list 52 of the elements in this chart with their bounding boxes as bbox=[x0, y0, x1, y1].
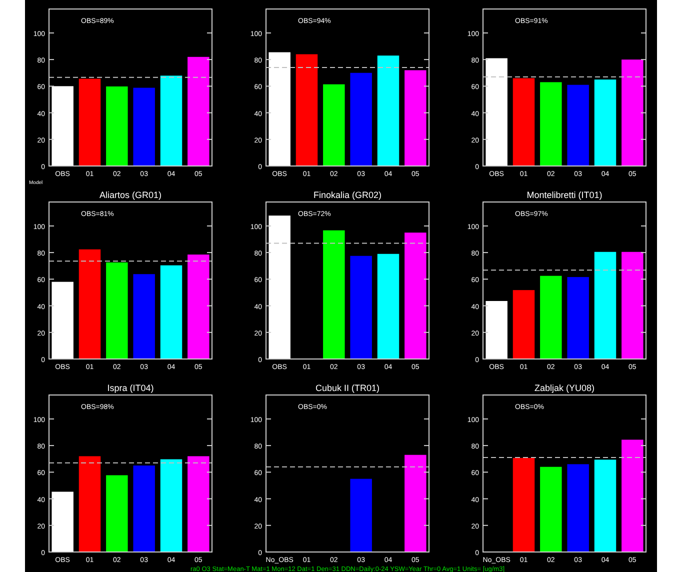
bar bbox=[512, 458, 535, 552]
bar bbox=[52, 86, 74, 166]
bar bbox=[160, 76, 182, 166]
bar bbox=[78, 249, 101, 359]
chart-title: Cubuk II (TR01) bbox=[315, 383, 380, 393]
bar bbox=[404, 70, 426, 166]
bar bbox=[622, 252, 644, 359]
bar bbox=[52, 492, 74, 552]
chart-title: Finokalia (GR02) bbox=[313, 190, 382, 200]
bar bbox=[404, 232, 426, 359]
bar bbox=[323, 84, 345, 166]
chart-title: Zabljak (YU08) bbox=[534, 383, 595, 393]
bar bbox=[594, 80, 616, 166]
bar bbox=[540, 82, 562, 166]
bar bbox=[323, 230, 345, 359]
bar bbox=[160, 459, 182, 552]
bar bbox=[350, 256, 372, 359]
bar bbox=[133, 88, 155, 166]
bar bbox=[188, 56, 210, 166]
bar bbox=[377, 56, 400, 166]
bar bbox=[486, 58, 508, 166]
bar bbox=[268, 52, 290, 166]
bar bbox=[106, 262, 128, 359]
bar bbox=[377, 254, 400, 359]
bar bbox=[540, 466, 562, 552]
bar bbox=[160, 265, 182, 359]
bar bbox=[486, 300, 508, 359]
bar bbox=[567, 277, 589, 359]
bar bbox=[567, 84, 589, 166]
bar bbox=[133, 466, 155, 552]
bar bbox=[594, 252, 616, 359]
bar bbox=[188, 456, 210, 552]
bar bbox=[268, 216, 290, 359]
bar bbox=[594, 460, 616, 552]
bar bbox=[622, 60, 644, 166]
bar bbox=[78, 78, 101, 166]
bar bbox=[106, 475, 128, 552]
bar bbox=[622, 440, 644, 552]
bar bbox=[78, 456, 101, 552]
bar bbox=[106, 86, 128, 166]
bar bbox=[567, 464, 589, 552]
chart-title: Ispra (IT04) bbox=[107, 383, 154, 393]
bar bbox=[188, 254, 210, 359]
chart-title: Aliartos (GR01) bbox=[99, 190, 162, 200]
bar bbox=[52, 282, 74, 359]
bar bbox=[350, 72, 372, 166]
bar bbox=[296, 54, 318, 166]
bar bbox=[512, 290, 535, 359]
bar bbox=[512, 78, 535, 166]
chart-title: Montelibretti (IT01) bbox=[526, 190, 602, 200]
bar bbox=[540, 276, 562, 359]
bar bbox=[133, 274, 155, 359]
